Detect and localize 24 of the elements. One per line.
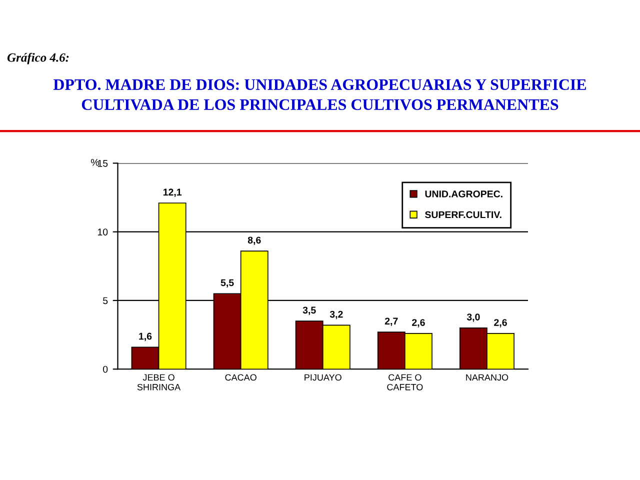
data-label: 1,6	[139, 332, 152, 342]
data-label: 3,5	[302, 306, 316, 316]
data-label: 3,2	[330, 310, 343, 320]
data-label: 2,7	[384, 318, 398, 326]
chart-title: DPTO. MADRE DE DIOS: UNIDADES AGROPECUARIAS Y SUPERFICIE CULTIVADA DE LOS PRINCIPALES CULTIVOS PERMANENTES	[53, 79, 586, 110]
x-tick-label: CACAO	[225, 374, 256, 381]
data-label: 12,1	[163, 188, 182, 197]
legend-label: SUPERF.CULTIV.	[425, 211, 502, 218]
y-tick-label: 5	[103, 297, 108, 304]
data-label: 8,6	[248, 236, 261, 245]
x-tick-label: JEBE O SHIRINGA	[137, 374, 181, 390]
legend-label: UNID.AGROPEC.	[425, 190, 502, 198]
y-axis-title: %	[91, 158, 99, 166]
x-tick-label: CAFE O CAFETO	[387, 374, 423, 390]
data-label: 2,6	[412, 319, 425, 328]
y-tick-label: 10	[98, 228, 108, 236]
text: Gráfico 4.6:	[7, 52, 69, 64]
data-label: 5,5	[220, 279, 234, 288]
x-tick-label: PIJUAYO	[304, 374, 342, 381]
y-tick-label: 0	[103, 366, 108, 373]
y-tick-label: 15	[98, 160, 108, 167]
data-label: 2,6	[494, 319, 507, 328]
data-label: 3,0	[466, 314, 480, 322]
x-tick-label: NARANJO	[466, 374, 508, 381]
